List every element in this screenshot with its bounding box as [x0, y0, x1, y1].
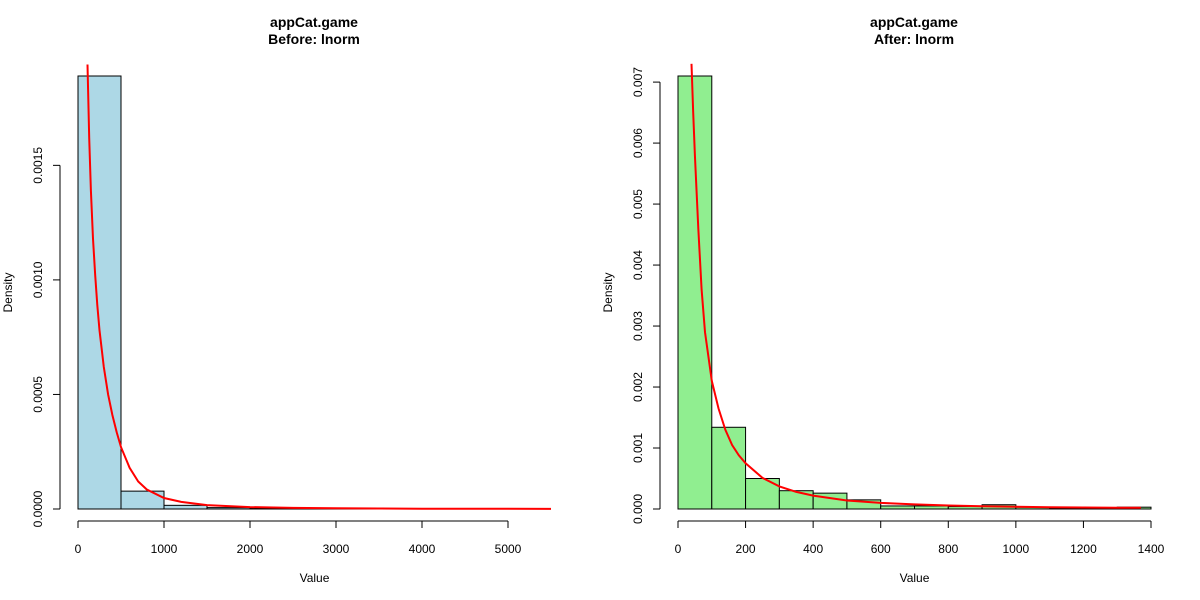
- histogram-bar: [77, 75, 122, 510]
- histogram-bars: [677, 75, 1152, 510]
- density-curve-line: [690, 63, 1141, 509]
- x-tick-label: 1400: [1138, 542, 1165, 556]
- chart-title: appCat.game: [870, 14, 958, 30]
- x-tick-label: 3000: [323, 542, 350, 556]
- y-tick-label: 0.004: [631, 250, 645, 280]
- y-tick-label: 0.003: [631, 311, 645, 341]
- histogram-bar: [206, 507, 251, 510]
- x-axis-label: Value: [300, 571, 330, 585]
- y-tick-label: 0.002: [631, 372, 645, 402]
- histogram-bar: [120, 490, 165, 510]
- x-tick-label: 2000: [237, 542, 264, 556]
- y-axis-label: Density: [1, 272, 15, 312]
- y-tick-label: 0.0010: [31, 261, 45, 298]
- x-tick-label: 800: [938, 542, 958, 556]
- x-axis-label: Value: [900, 571, 930, 585]
- histogram-bar: [846, 499, 882, 510]
- histogram-bar: [778, 490, 814, 510]
- y-tick-label: 0.005: [631, 189, 645, 219]
- x-tick-label: 0: [75, 542, 82, 556]
- histogram-bar: [880, 505, 916, 510]
- histogram-bar: [163, 504, 208, 510]
- y-tick-label: 0.001: [631, 433, 645, 463]
- y-tick-label: 0.000: [631, 494, 645, 524]
- y-axis-label: Density: [601, 272, 615, 312]
- x-tick-label: 200: [736, 542, 756, 556]
- density-curve-line: [86, 64, 552, 510]
- x-tick-label: 400: [803, 542, 823, 556]
- x-tick-label: 1000: [1003, 542, 1030, 556]
- chart-subtitle: Before: lnorm: [268, 31, 360, 47]
- x-tick-label: 4000: [409, 542, 436, 556]
- histogram-bar: [711, 426, 747, 510]
- histogram-bars: [77, 75, 380, 510]
- chart-title: appCat.game: [270, 14, 358, 30]
- histogram-bar: [1049, 507, 1084, 510]
- x-tick-label: 1000: [151, 542, 178, 556]
- x-tick-label: 1200: [1070, 542, 1097, 556]
- y-tick-label: 0.006: [631, 128, 645, 158]
- x-tick-label: 0: [675, 542, 682, 556]
- y-tick-label: 0.0000: [31, 490, 45, 527]
- y-tick-label: 0.0015: [31, 147, 45, 184]
- y-tick-label: 0.0005: [31, 376, 45, 413]
- x-tick-label: 600: [871, 542, 891, 556]
- x-tick-label: 5000: [495, 542, 522, 556]
- histogram-bar: [914, 505, 949, 510]
- chart-subtitle: After: lnorm: [874, 31, 954, 47]
- y-tick-label: 0.007: [631, 67, 645, 97]
